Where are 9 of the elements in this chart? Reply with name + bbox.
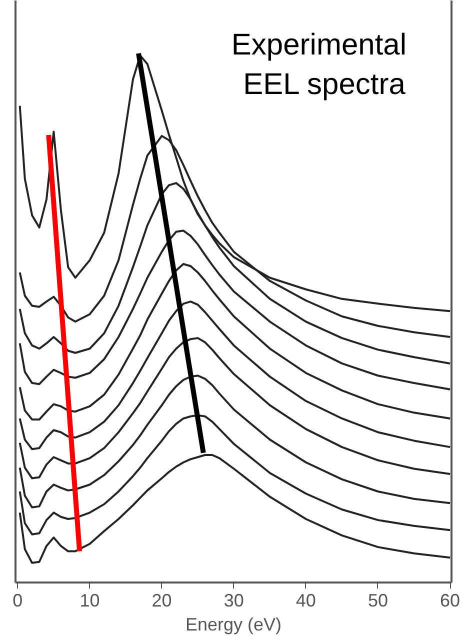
x-tick-label: 20 [152, 590, 172, 610]
x-tick-label: 10 [80, 590, 100, 610]
x-tick-label: 40 [296, 590, 316, 610]
x-tick-label: 50 [368, 590, 388, 610]
x-tick-label: 30 [224, 590, 244, 610]
x-tick-label: 0 [12, 590, 23, 610]
annotation: Experimental EEL spectra [231, 28, 406, 102]
x-axis-title: Energy (eV) [185, 614, 282, 634]
x-tick-label: 60 [440, 590, 460, 610]
